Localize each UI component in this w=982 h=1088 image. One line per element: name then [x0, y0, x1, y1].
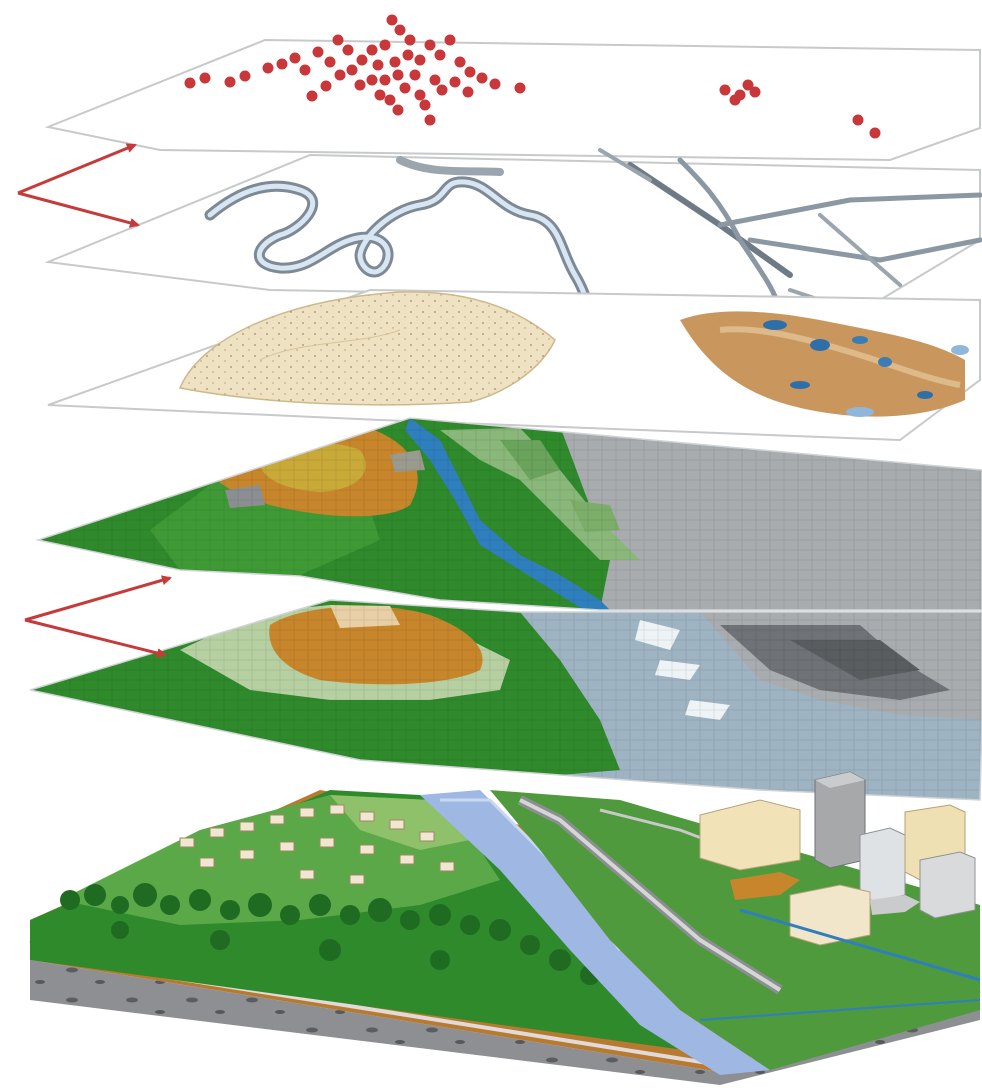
point-marker [852, 114, 864, 126]
point-marker [429, 74, 441, 86]
point-marker [449, 76, 461, 88]
point-marker [379, 74, 391, 86]
lines-layer [44, 148, 982, 346]
point-marker [409, 69, 421, 81]
point-marker [392, 69, 404, 81]
point-marker [332, 34, 344, 46]
point-marker [464, 66, 476, 78]
point-marker [444, 34, 456, 46]
double-arrow-icon [24, 575, 172, 622]
point-marker [366, 44, 378, 56]
point-marker [729, 94, 741, 106]
network-lines-icon [204, 148, 982, 346]
raster-grid-icon [29, 599, 982, 801]
point-marker [389, 56, 401, 68]
point-marker [434, 49, 446, 61]
point-marker [224, 76, 236, 88]
point-marker [399, 82, 411, 94]
raster-arrows [24, 575, 172, 658]
point-marker [346, 64, 358, 76]
point-marker [342, 44, 354, 56]
point-marker [262, 62, 274, 74]
point-marker [379, 39, 391, 51]
point-marker [306, 90, 318, 102]
point-marker [394, 24, 406, 36]
raster-grid-icon [35, 417, 982, 611]
point-marker [276, 58, 288, 70]
point-marker [354, 79, 366, 91]
city-buildings [699, 771, 976, 946]
point-marker [199, 72, 211, 84]
vector-arrows [17, 143, 140, 228]
real-world-layer [29, 771, 981, 1085]
landscape-block-icon [29, 771, 981, 1085]
point-marker [476, 72, 488, 84]
point-marker [414, 89, 426, 101]
point-marker [404, 34, 416, 46]
point-marker [424, 114, 436, 126]
point-marker [374, 89, 386, 101]
point-marker [719, 84, 731, 96]
point-marker [742, 79, 754, 91]
point-marker [454, 56, 466, 68]
point-marker [366, 74, 378, 86]
point-marker [299, 64, 311, 76]
point-marker [436, 84, 448, 96]
points-layer [44, 14, 981, 162]
point-marker [384, 94, 396, 106]
points-layer-sheet [44, 38, 981, 162]
point-marker [424, 39, 436, 51]
point-marker [419, 99, 431, 111]
polygon-areas-icon [178, 291, 969, 417]
point-marker [184, 77, 196, 89]
point-marker [372, 59, 384, 71]
point-marker [324, 56, 336, 68]
polygons-layer [47, 288, 981, 442]
point-marker [386, 14, 398, 26]
point-marker [392, 104, 404, 116]
double-arrow-icon [17, 143, 137, 195]
point-marker [514, 82, 526, 94]
point-marker [320, 80, 332, 92]
point-marker [239, 70, 251, 82]
point-dots-icon [184, 14, 881, 139]
point-marker [462, 86, 474, 98]
lines-layer-sheet [44, 153, 981, 302]
point-marker [356, 54, 368, 66]
point-marker [749, 86, 761, 98]
point-marker [402, 49, 414, 61]
point-marker [312, 46, 324, 58]
point-marker [334, 69, 346, 81]
point-marker [869, 127, 881, 139]
point-marker [489, 78, 501, 90]
point-marker [289, 52, 301, 64]
point-marker [414, 54, 426, 66]
